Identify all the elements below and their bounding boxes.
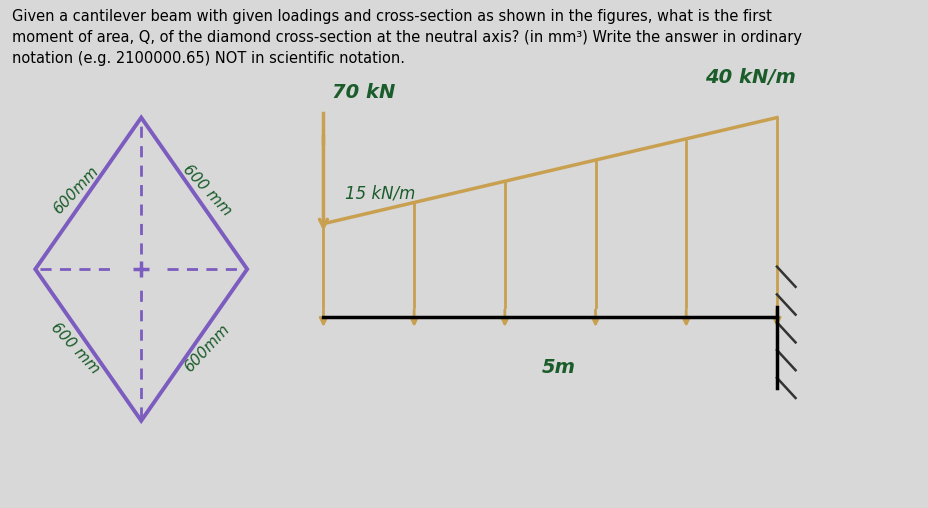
Text: 70 kN: 70 kN: [331, 83, 395, 103]
Text: 600 mm: 600 mm: [179, 162, 234, 219]
Text: 600mm: 600mm: [181, 321, 232, 375]
Text: 600 mm: 600 mm: [48, 320, 103, 376]
Text: 5m: 5m: [541, 358, 575, 377]
Text: 600mm: 600mm: [50, 164, 101, 217]
Text: Given a cantilever beam with given loadings and cross-section as shown in the fi: Given a cantilever beam with given loadi…: [11, 9, 801, 66]
Text: 15 kN/m: 15 kN/m: [344, 184, 415, 202]
Text: 40 kN/m: 40 kN/m: [704, 68, 795, 87]
